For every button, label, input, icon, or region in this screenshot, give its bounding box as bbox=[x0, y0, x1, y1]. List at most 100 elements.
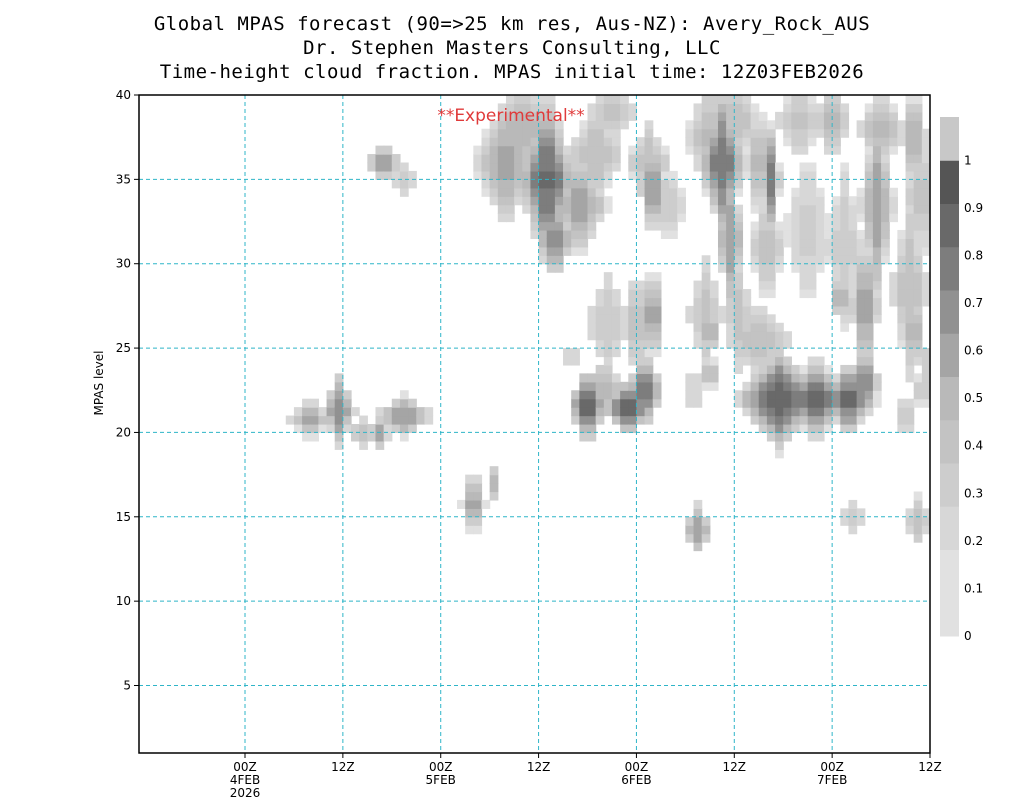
heatmap-cell bbox=[823, 415, 833, 425]
heatmap-cell bbox=[734, 221, 744, 231]
heatmap-cell bbox=[652, 221, 662, 231]
heatmap-cell bbox=[856, 305, 866, 315]
heatmap-cell bbox=[921, 154, 931, 164]
heatmap-cell bbox=[660, 221, 670, 231]
heatmap-cell bbox=[750, 204, 760, 214]
heatmap-cell bbox=[326, 424, 336, 434]
heatmap-cell bbox=[815, 187, 825, 197]
heatmap-cell bbox=[775, 246, 784, 256]
heatmap-cell bbox=[750, 187, 760, 197]
heatmap-cell bbox=[889, 137, 898, 147]
heatmap-cell bbox=[840, 516, 850, 526]
heatmap-cell bbox=[644, 196, 654, 206]
heatmap-cell bbox=[701, 533, 711, 543]
heatmap-cell bbox=[791, 196, 801, 206]
heatmap-cell bbox=[807, 255, 817, 265]
heatmap-cell bbox=[872, 289, 882, 299]
heatmap-cell bbox=[766, 213, 776, 223]
heatmap-cell bbox=[832, 297, 841, 307]
heatmap-cell bbox=[726, 111, 735, 121]
heatmap-cell bbox=[660, 162, 670, 172]
heatmap-cell bbox=[603, 179, 613, 189]
heatmap-cell bbox=[677, 204, 686, 214]
heatmap-cell bbox=[791, 137, 801, 147]
heatmap-cell bbox=[709, 364, 719, 374]
x-tick-label: 6FEB bbox=[621, 773, 651, 787]
heatmap-cell bbox=[416, 415, 426, 425]
heatmap-cell bbox=[685, 373, 695, 383]
heatmap-cell bbox=[758, 255, 768, 265]
heatmap-cell bbox=[530, 111, 540, 121]
heatmap-cell bbox=[913, 499, 923, 509]
heatmap-cell bbox=[921, 246, 931, 256]
heatmap-cell bbox=[758, 424, 768, 434]
heatmap-cell bbox=[872, 103, 882, 113]
heatmap-cell bbox=[799, 390, 809, 400]
y-tick-label: 10 bbox=[116, 594, 131, 608]
heatmap-cell bbox=[823, 373, 833, 383]
heatmap-cell bbox=[775, 221, 784, 231]
heatmap-cell bbox=[701, 381, 711, 391]
heatmap-cell bbox=[538, 95, 548, 105]
heatmap-cell bbox=[660, 179, 670, 189]
heatmap-cell bbox=[832, 305, 841, 315]
legend-swatch bbox=[940, 160, 959, 204]
heatmap-cell bbox=[701, 263, 711, 273]
heatmap-cell bbox=[391, 179, 401, 189]
heatmap-cell bbox=[905, 229, 915, 240]
heatmap-cell bbox=[628, 398, 638, 408]
heatmap-cell bbox=[326, 415, 336, 425]
heatmap-cell bbox=[546, 137, 556, 147]
heatmap-cell bbox=[807, 356, 817, 366]
heatmap-cell bbox=[750, 373, 760, 383]
heatmap-cell bbox=[872, 154, 882, 164]
heatmap-cell bbox=[628, 348, 638, 358]
heatmap-cell bbox=[905, 289, 915, 299]
heatmap-cell bbox=[701, 137, 711, 147]
heatmap-cell bbox=[644, 297, 654, 307]
heatmap-cell bbox=[881, 221, 890, 231]
heatmap-cell bbox=[546, 187, 556, 197]
heatmap-cell bbox=[897, 280, 907, 290]
heatmap-cell bbox=[840, 196, 850, 206]
heatmap-cell bbox=[856, 128, 866, 138]
heatmap-cell bbox=[701, 322, 711, 332]
heatmap-cell bbox=[644, 213, 654, 223]
heatmap-cell bbox=[579, 415, 589, 425]
heatmap-cell bbox=[538, 246, 548, 256]
heatmap-cell bbox=[603, 272, 613, 282]
heatmap-cell bbox=[872, 314, 882, 324]
heatmap-cell bbox=[905, 508, 915, 518]
heatmap-cell bbox=[840, 424, 850, 434]
heatmap-cell bbox=[807, 373, 817, 383]
heatmap-cell bbox=[628, 339, 638, 349]
heatmap-cell bbox=[832, 407, 841, 417]
legend-label: 0.9 bbox=[964, 201, 983, 215]
heatmap-cell bbox=[399, 432, 409, 442]
heatmap-cell bbox=[872, 297, 882, 307]
heatmap-cell bbox=[742, 128, 752, 138]
heatmap-cell bbox=[726, 229, 735, 240]
heatmap-cell bbox=[571, 196, 580, 206]
heatmap-cell bbox=[473, 474, 483, 484]
heatmap-cell bbox=[734, 154, 744, 164]
heatmap-cell bbox=[823, 95, 833, 105]
heatmap-cell bbox=[628, 280, 638, 290]
heatmap-cell bbox=[644, 356, 654, 366]
heatmap-cell bbox=[791, 364, 801, 374]
heatmap-cell bbox=[726, 297, 735, 307]
heatmap-cell bbox=[840, 305, 850, 315]
heatmap-cell bbox=[717, 137, 727, 147]
heatmap-cell bbox=[775, 170, 784, 180]
heatmap-cell bbox=[913, 120, 923, 130]
heatmap-cell bbox=[505, 196, 515, 206]
heatmap-cell bbox=[758, 390, 768, 400]
heatmap-cell bbox=[742, 322, 752, 332]
heatmap-cell bbox=[758, 280, 768, 290]
heatmap-cell bbox=[571, 238, 580, 248]
y-tick-label: 20 bbox=[116, 425, 131, 439]
heatmap-cell bbox=[766, 154, 776, 164]
heatmap-cell bbox=[832, 111, 841, 121]
